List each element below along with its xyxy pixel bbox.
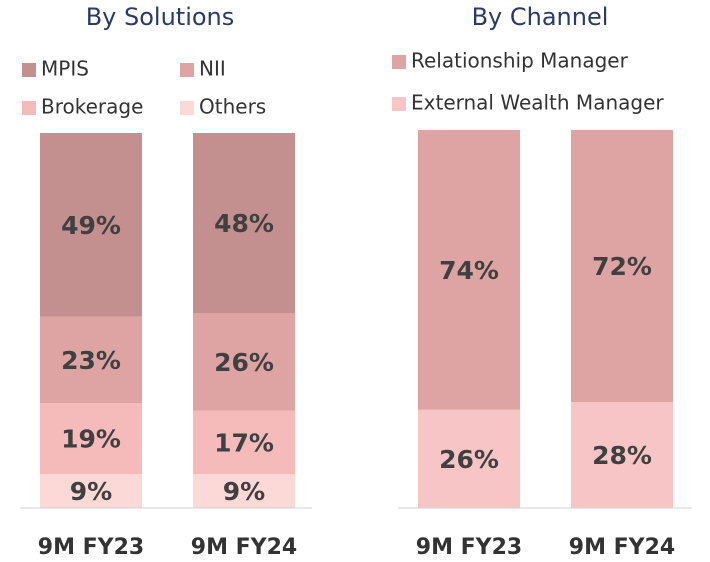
data-label: 74% [439,256,499,285]
x-tick-label: 9M FY23 [416,535,522,560]
data-label: 9% [70,477,112,506]
x-tick-label: 9M FY24 [569,535,675,560]
bar-segment [193,313,295,411]
chart-title: By Channel [472,3,609,31]
x-tick-label: 9M FY23 [38,535,144,560]
legend-label: Brokerage [41,95,143,119]
legend-swatch [22,101,36,115]
legend-label: NII [199,57,226,81]
legend-label: MPIS [41,57,89,81]
data-label: 17% [214,428,274,457]
legend-label: External Wealth Manager [411,91,664,115]
x-tick-label: 9M FY24 [191,535,297,560]
bar-segment [193,133,295,313]
data-label: 19% [61,425,121,454]
bar-segment [571,402,673,508]
bar-segment [193,410,295,475]
legend-swatch [22,63,36,77]
bar-segment [40,316,142,403]
data-label: 26% [214,348,274,377]
chart-title: By Solutions [86,3,235,31]
legend-label: Relationship Manager [411,49,629,73]
data-label: 26% [439,445,499,474]
legend-swatch [180,63,194,77]
bar-segment [193,474,295,508]
legend-label: Others [199,95,266,119]
legend-swatch [392,97,406,111]
data-label: 23% [61,346,121,375]
bar-segment [571,130,673,403]
bar-segment [40,133,142,317]
data-label: 72% [592,252,652,281]
legend-swatch [392,55,406,69]
bar-segment [40,403,142,475]
data-label: 49% [61,211,121,240]
bar-segment [40,474,142,508]
bar-segment [418,130,520,410]
bar-segment [418,409,520,508]
data-label: 28% [592,441,652,470]
data-label: 9% [223,477,265,506]
legend-swatch [180,101,194,115]
data-label: 48% [214,209,274,238]
